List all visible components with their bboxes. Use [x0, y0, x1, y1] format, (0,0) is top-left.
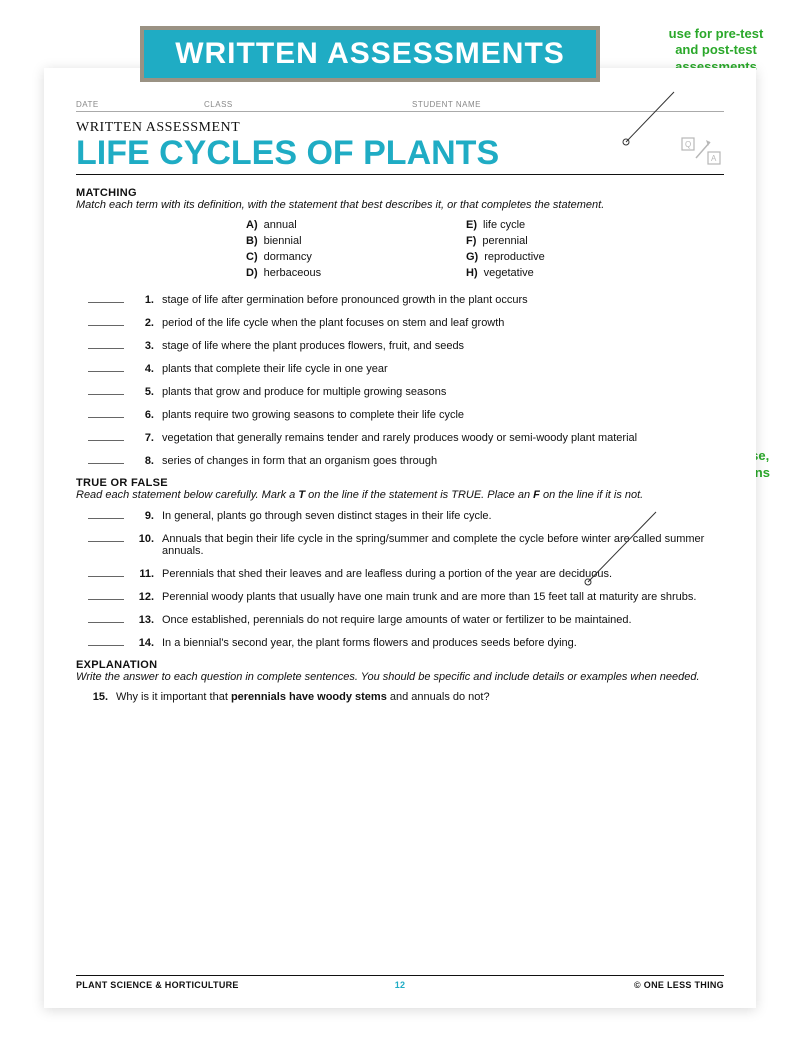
- tf-heading: TRUE OR FALSE: [76, 477, 724, 489]
- banner-text: WRITTEN ASSESSMENTS: [175, 37, 565, 71]
- header-class: CLASS: [204, 100, 404, 109]
- header-date: DATE: [76, 100, 196, 109]
- q-row: 5.plants that grow and produce for multi…: [88, 385, 724, 398]
- terms-right: E)life cycle F)perennial G)reproductive …: [466, 219, 686, 283]
- answer-blank[interactable]: [88, 339, 124, 349]
- answer-blank[interactable]: [88, 532, 124, 542]
- answer-blank[interactable]: [88, 293, 124, 303]
- q-row: 13.Once established, perennials do not r…: [88, 613, 724, 626]
- answer-blank[interactable]: [88, 636, 124, 646]
- header-student: STUDENT NAME: [412, 100, 724, 109]
- matching-instruction: Match each term with its definition, wit…: [76, 199, 724, 211]
- svg-text:Q: Q: [685, 140, 691, 149]
- answer-blank[interactable]: [88, 408, 124, 418]
- connector-line-2: [580, 510, 660, 590]
- q-row: 6.plants require two growing seasons to …: [88, 408, 724, 421]
- answer-blank[interactable]: [88, 613, 124, 623]
- q-row: 7.vegetation that generally remains tend…: [88, 431, 724, 444]
- q-row: 14.In a biennial's second year, the plan…: [88, 636, 724, 649]
- q-row: 1.stage of life after germination before…: [88, 293, 724, 306]
- essay-question: 15. Why is it important that perennials …: [88, 691, 724, 703]
- answer-blank[interactable]: [88, 590, 124, 600]
- essay-text: Why is it important that perennials have…: [116, 691, 490, 703]
- answer-blank[interactable]: [88, 567, 124, 577]
- page-title: LIFE CYCLES OF PLANTS: [76, 136, 499, 170]
- page-footer: PLANT SCIENCE & HORTICULTURE 12 © ONE LE…: [76, 975, 724, 990]
- answer-blank[interactable]: [88, 509, 124, 519]
- terms-bank: A)annual B)biennial C)dormancy D)herbace…: [76, 219, 724, 283]
- matching-questions: 1.stage of life after germination before…: [88, 293, 724, 467]
- footer-right: © ONE LESS THING: [634, 980, 724, 990]
- q-row: 8.series of changes in form that an orga…: [88, 454, 724, 467]
- footer-left: PLANT SCIENCE & HORTICULTURE: [76, 980, 239, 990]
- answer-blank[interactable]: [88, 385, 124, 395]
- banner: WRITTEN ASSESSMENTS: [140, 26, 600, 82]
- connector-line-1: [616, 90, 676, 150]
- tf-instruction: Read each statement below carefully. Mar…: [76, 489, 724, 501]
- q-row: 12.Perennial woody plants that usually h…: [88, 590, 724, 603]
- exp-heading: EXPLANATION: [76, 659, 724, 671]
- answer-blank[interactable]: [88, 316, 124, 326]
- terms-left: A)annual B)biennial C)dormancy D)herbace…: [246, 219, 466, 283]
- answer-blank[interactable]: [88, 431, 124, 441]
- answer-blank[interactable]: [88, 454, 124, 464]
- q-row: 2.period of the life cycle when the plan…: [88, 316, 724, 329]
- q-row: 4.plants that complete their life cycle …: [88, 362, 724, 375]
- q-row: 3.stage of life where the plant produces…: [88, 339, 724, 352]
- matching-heading: MATCHING: [76, 187, 724, 199]
- answer-blank[interactable]: [88, 362, 124, 372]
- footer-page: 12: [395, 980, 406, 990]
- svg-text:A: A: [711, 154, 717, 163]
- exp-instruction: Write the answer to each question in com…: [76, 671, 724, 683]
- qa-icon: Q A: [680, 136, 724, 170]
